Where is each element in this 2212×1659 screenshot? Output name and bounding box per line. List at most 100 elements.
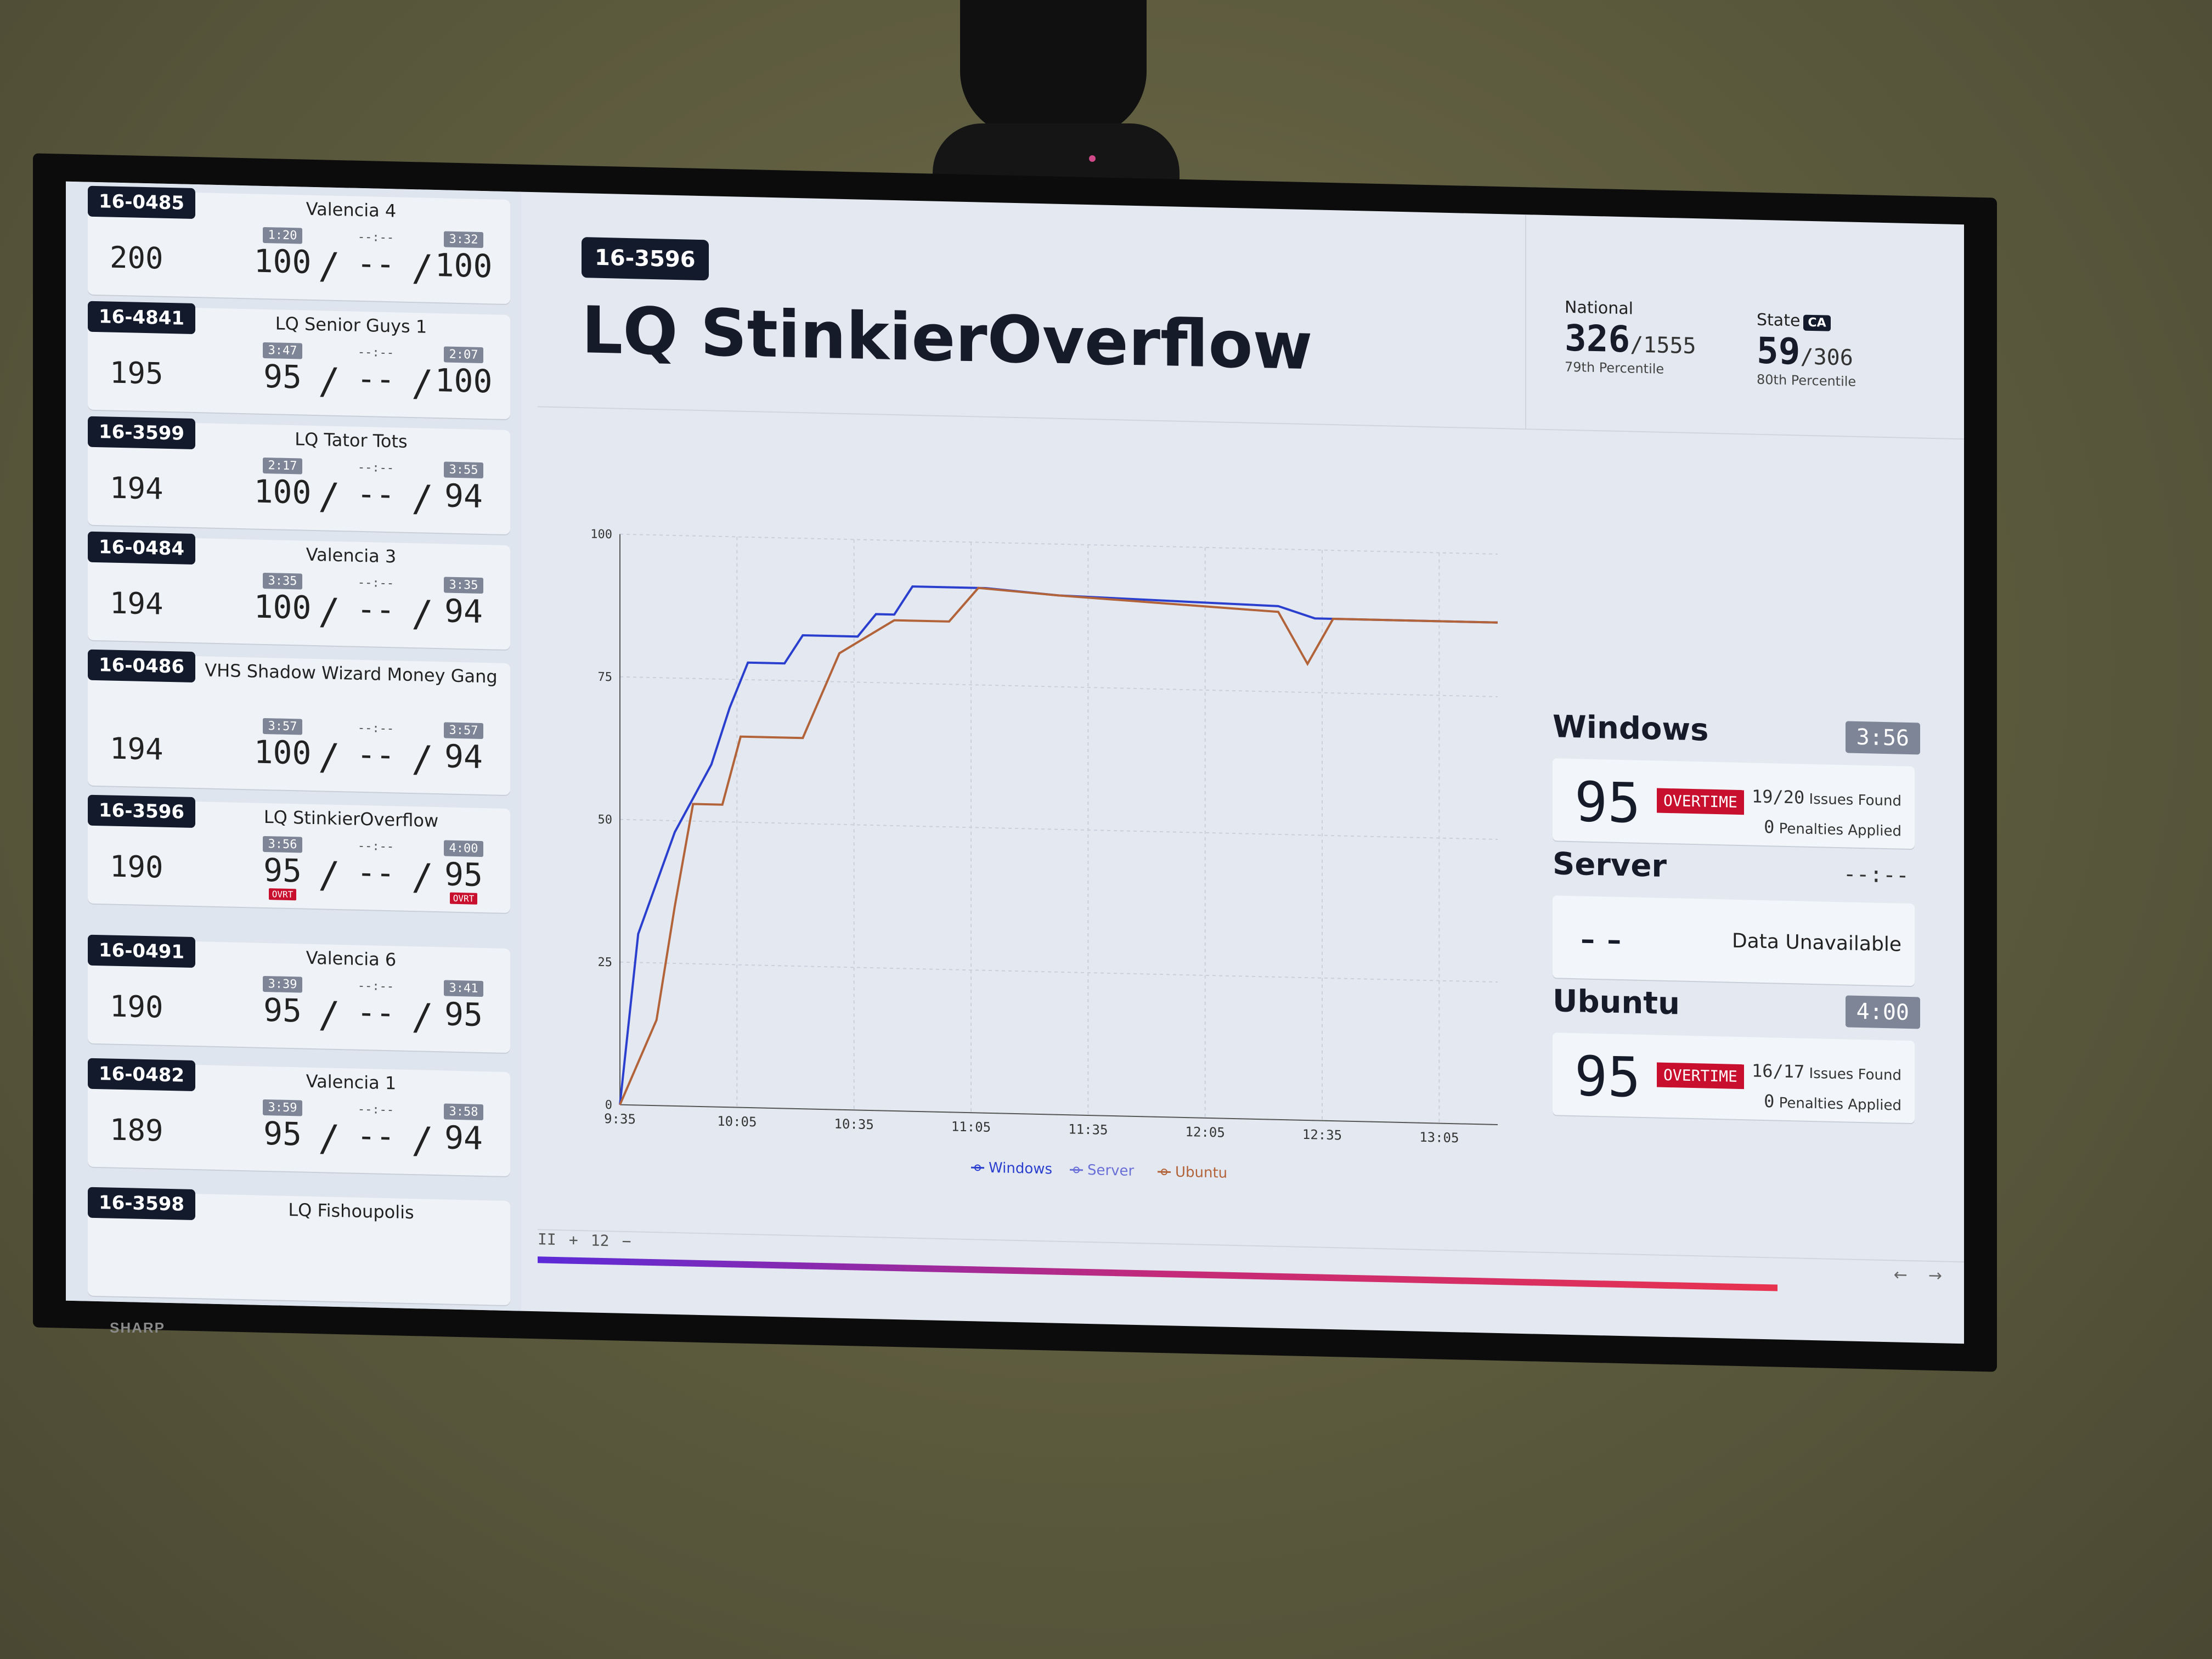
image-score-cell: --:-- -- bbox=[346, 838, 406, 892]
state-rank: State CA 59/306 80th Percentile bbox=[1757, 311, 1856, 390]
score-separator: / bbox=[411, 738, 433, 781]
page-title: LQ StinkierOverflow bbox=[582, 292, 1313, 385]
issues-count: 16/17 bbox=[1751, 1060, 1805, 1082]
image-score: 100 bbox=[253, 472, 312, 511]
score-separator: / bbox=[411, 592, 433, 635]
team-name: Valencia 3 bbox=[306, 544, 397, 567]
image-score: -- bbox=[357, 735, 395, 774]
state-rank-value: 59 bbox=[1757, 329, 1801, 373]
y-gridline bbox=[620, 819, 1498, 840]
state-chip: CA bbox=[1803, 314, 1831, 331]
image-score: 100 bbox=[253, 588, 312, 627]
score-separator: / bbox=[318, 475, 340, 518]
image-score-cell: 2:17 100 bbox=[252, 457, 313, 511]
image-scores: 3:47 95/--:-- --/2:07 100 bbox=[252, 342, 505, 408]
image-time: --:-- bbox=[357, 345, 394, 360]
x-tick-label: 11:35 bbox=[1068, 1121, 1108, 1138]
score-chart: 0 25 50 75 100 9:35 10:05 10:35 11:05 11:35 12:05 1… bbox=[576, 522, 1520, 1202]
team-card[interactable]: 16-0486 VHS Shadow Wizard Money Gang 194 3:… bbox=[88, 649, 510, 795]
os-issues: 16/17 Issues Found 0 Penalties Applied bbox=[1752, 1056, 1901, 1120]
team-card[interactable]: 16-3596 LQ StinkierOverflow 190 3:56 95 OVRT /… bbox=[88, 794, 510, 913]
score-separator: / bbox=[318, 590, 340, 634]
image-score: -- bbox=[357, 359, 395, 398]
team-card[interactable]: 16-3598 LQ Fishoupolis bbox=[88, 1187, 510, 1306]
national-rank: National 326/1555 79th Percentile bbox=[1565, 298, 1696, 377]
overtime-badge: OVERTIME bbox=[1657, 788, 1744, 815]
image-score-cell: 3:56 95 OVRT bbox=[252, 836, 313, 901]
team-card[interactable]: 16-0485 Valencia 4 200 1:20 100/--:-- --/3:32… bbox=[88, 185, 510, 304]
team-card[interactable]: 16-4841 LQ Senior Guys 1 195 3:47 95/--:-- --… bbox=[88, 301, 510, 420]
image-scores: 3:57 100/--:-- --/3:57 94 bbox=[252, 718, 505, 783]
penalties-label: Penalties Applied bbox=[1779, 820, 1901, 840]
score-separator: / bbox=[411, 477, 433, 520]
team-id-badge: 16-3598 bbox=[88, 1187, 196, 1221]
image-score: -- bbox=[357, 244, 395, 283]
team-card[interactable]: 16-0484 Valencia 3 194 3:35 100/--:-- --/3:35… bbox=[88, 531, 510, 650]
increase-button[interactable]: + bbox=[568, 1231, 578, 1249]
team-list[interactable]: 16-0485 Valencia 4 200 1:20 100/--:-- --/3:32… bbox=[66, 181, 521, 1311]
image-score-cell: --:-- -- bbox=[346, 574, 406, 629]
legend-label: Ubuntu bbox=[1175, 1164, 1227, 1182]
team-id-badge: 16-3596 bbox=[88, 794, 196, 828]
legend-marker bbox=[974, 1164, 981, 1171]
y-tick-label: 25 bbox=[598, 956, 612, 970]
score-separator: / bbox=[411, 1119, 433, 1162]
prev-arrow-icon[interactable]: ← bbox=[1893, 1265, 1908, 1285]
overtime-flag: OVRT bbox=[268, 888, 297, 901]
series-line-windows bbox=[619, 585, 1498, 1105]
image-time: 3:32 bbox=[443, 231, 484, 249]
team-total-score: 194 bbox=[110, 731, 163, 767]
image-scores: 1:20 100/--:-- --/3:32 100 bbox=[252, 227, 505, 292]
state-rank-total: /306 bbox=[1800, 344, 1853, 371]
team-card[interactable]: 16-0491 Valencia 6 190 3:39 95/--:-- --/3:41 9… bbox=[88, 934, 510, 1053]
team-name: LQ Fishoupolis bbox=[288, 1199, 414, 1223]
x-tick-label: 13:05 bbox=[1419, 1130, 1459, 1146]
team-id-badge: 16-3596 bbox=[582, 237, 709, 281]
image-time: --:-- bbox=[357, 839, 394, 854]
image-time: --:-- bbox=[357, 979, 394, 994]
y-tick-label: 0 bbox=[605, 1098, 612, 1112]
x-tick-label: 11:05 bbox=[951, 1119, 991, 1135]
x-tick-label: 12:35 bbox=[1302, 1127, 1342, 1143]
national-percentile: 79th Percentile bbox=[1565, 359, 1664, 377]
image-time: 3:41 bbox=[443, 980, 484, 997]
issues-count: 19/20 bbox=[1751, 786, 1805, 808]
image-time: 1:20 bbox=[262, 227, 303, 244]
series-line-ubuntu bbox=[619, 586, 1498, 1105]
legend-label: Server bbox=[1087, 1162, 1135, 1180]
image-score: 94 bbox=[444, 737, 483, 776]
image-time: 3:58 bbox=[443, 1103, 484, 1121]
os-score: -- bbox=[1575, 912, 1628, 965]
team-card[interactable]: 16-0482 Valencia 1 189 3:59 95/--:-- --/3:58 9… bbox=[88, 1058, 510, 1177]
image-score: -- bbox=[357, 993, 395, 1032]
score-separator: / bbox=[318, 854, 340, 897]
score-separator: / bbox=[318, 736, 340, 779]
state-percentile: 80th Percentile bbox=[1757, 371, 1857, 390]
team-card[interactable]: 16-3599 LQ Tator Tots 194 2:17 100/--:-- --/3… bbox=[88, 416, 510, 535]
image-score-cell: 1:20 100 bbox=[252, 227, 313, 281]
team-total-score: 190 bbox=[110, 989, 163, 1025]
image-score: 95 bbox=[444, 995, 483, 1034]
y-tick-label: 50 bbox=[598, 813, 612, 827]
image-time: 3:59 bbox=[262, 1099, 303, 1116]
issues-label: Issues Found bbox=[1809, 1065, 1901, 1084]
team-total-score: 194 bbox=[110, 470, 163, 506]
tv-brand-logo: SHARP bbox=[110, 1319, 166, 1336]
image-time: 2:07 bbox=[443, 346, 484, 364]
os-score: 95 bbox=[1575, 770, 1641, 836]
data-unavailable-text: Data Unavailable bbox=[1731, 929, 1901, 956]
score-separator: / bbox=[318, 360, 340, 403]
image-time: --:-- bbox=[357, 575, 394, 591]
image-time: 3:35 bbox=[262, 572, 303, 590]
image-score: -- bbox=[357, 853, 395, 892]
image-score: -- bbox=[357, 590, 395, 629]
pause-button[interactable]: II bbox=[538, 1230, 556, 1249]
image-time: --:-- bbox=[357, 230, 394, 245]
team-total-score: 200 bbox=[110, 240, 163, 276]
y-gridline bbox=[620, 961, 1498, 983]
camera-indicator-light bbox=[1089, 155, 1096, 162]
image-time: 3:39 bbox=[262, 975, 303, 993]
decrease-button[interactable]: − bbox=[622, 1232, 631, 1251]
os-score: 95 bbox=[1575, 1044, 1641, 1110]
next-arrow-icon[interactable]: → bbox=[1928, 1266, 1942, 1286]
